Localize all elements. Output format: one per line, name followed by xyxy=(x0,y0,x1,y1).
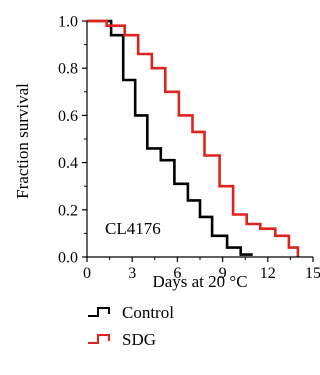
legend-item-control: Control xyxy=(88,303,174,322)
x-tick-label: 3 xyxy=(128,265,136,282)
x-tick-label: 6 xyxy=(173,265,181,282)
legend: Control SDG xyxy=(88,303,174,349)
legend-label: SDG xyxy=(122,330,156,349)
y-tick-label: 0.6 xyxy=(58,108,78,125)
y-axis-label: Fraction survival xyxy=(13,83,32,199)
y-tick-label: 0.4 xyxy=(58,155,78,172)
series-line-sdg xyxy=(87,19,300,257)
y-tick-label: 0.8 xyxy=(58,61,78,78)
y-tick-label: 0.2 xyxy=(58,202,78,219)
annotation-label: CL4176 xyxy=(105,219,161,238)
x-tick-label: 0 xyxy=(83,265,91,282)
x-tick-label: 9 xyxy=(219,265,227,282)
x-tick-label: 15 xyxy=(305,265,320,282)
legend-swatch xyxy=(88,307,110,317)
x-axis-label: Days at 20 °C xyxy=(152,272,247,291)
y-tick-label: 1.0 xyxy=(58,14,78,31)
y-tick-label: 0.0 xyxy=(58,250,78,267)
legend-item-sdg: SDG xyxy=(88,330,156,349)
legend-swatch xyxy=(88,334,110,344)
plot-area xyxy=(87,19,300,257)
legend-label: Control xyxy=(122,303,174,322)
y-axis-ticks: 0.0 0.2 0.4 0.6 0.8 1.0 xyxy=(58,14,87,267)
series-line-control xyxy=(87,19,253,256)
x-tick-label: 12 xyxy=(260,265,276,282)
x-axis-ticks: 0 3 6 9 12 15 xyxy=(83,257,320,282)
